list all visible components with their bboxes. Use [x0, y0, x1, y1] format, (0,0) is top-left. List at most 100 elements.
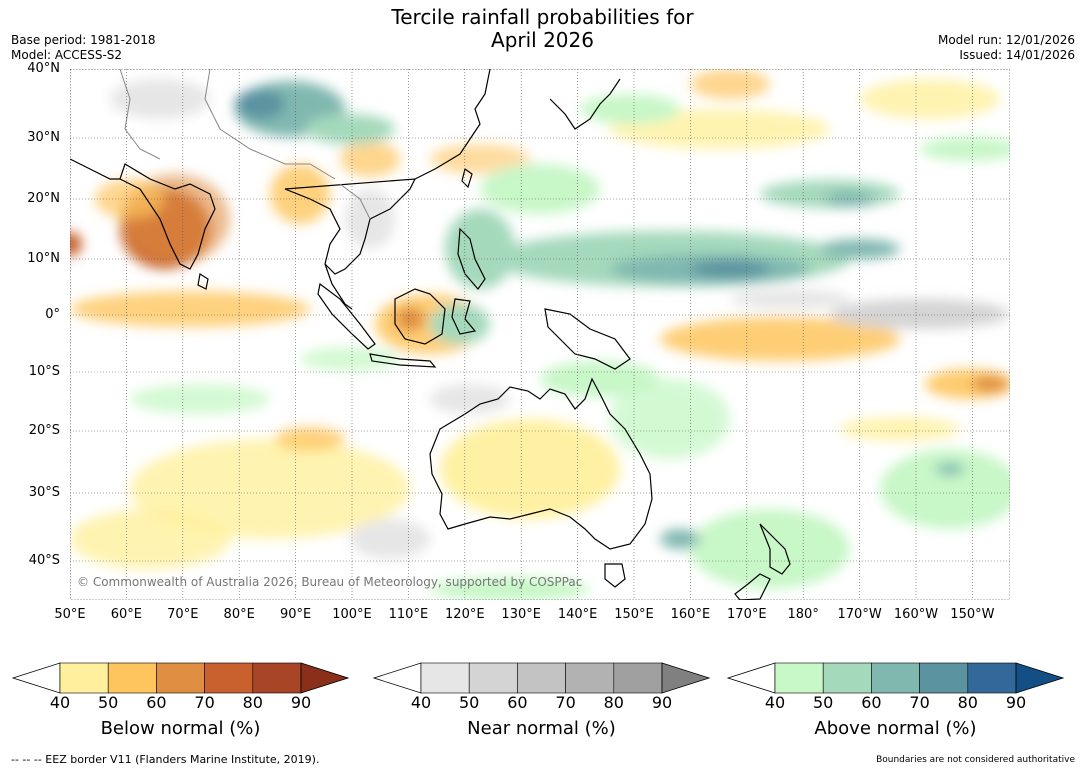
above-normal-area: [580, 94, 680, 124]
arabia-coastline: [70, 158, 120, 180]
colorbar-segment: [468, 662, 518, 694]
longitude-label: 170°E: [727, 607, 767, 622]
probability-fields: [70, 69, 1010, 600]
colorbar-segment: [822, 662, 872, 694]
above-normal-area: [540, 361, 660, 397]
colorbar-tick-label: 60: [146, 693, 167, 712]
above-normal-area: [430, 577, 590, 600]
latitude-label: 20°N: [27, 191, 60, 206]
above-normal-area: [760, 180, 900, 208]
colorbar-segment: [107, 662, 157, 694]
longitude-label: 140°E: [557, 607, 598, 622]
sri-lanka-coastline: [197, 273, 209, 290]
longitude-label: 150°W: [950, 607, 995, 622]
below-normal-area: [70, 232, 82, 256]
colorbar-segment: [565, 662, 615, 694]
above-normal-area: [300, 347, 400, 371]
above-normal-area: [610, 379, 730, 459]
below-normal-area: [660, 317, 900, 361]
latitude-label: 20°S: [28, 423, 60, 438]
java-coastline: [369, 353, 437, 368]
taiwan-coastline: [461, 167, 473, 189]
colorbar-segment: [252, 662, 302, 694]
below-normal-area: [440, 419, 620, 519]
below-normal-area: [972, 376, 1008, 392]
indochina-coastline: [284, 178, 417, 275]
below-normal-area: [395, 307, 425, 331]
longitude-label: 160°W: [893, 607, 939, 622]
border-line: [119, 69, 161, 160]
near-normal-area: [430, 384, 510, 414]
colorbar-tick-label: 50: [813, 693, 834, 712]
colorbar-segment: [774, 662, 824, 694]
longitude-label: 180°: [787, 607, 819, 622]
latitude-label: 30°N: [27, 130, 60, 145]
map-frame: [70, 69, 1010, 600]
colorbar-max-extension: [661, 662, 710, 694]
longitude-label: 90°E: [279, 607, 312, 622]
colorbar-min-extension: [727, 662, 776, 694]
boundaries-disclaimer: Boundaries are not considered authoritat…: [876, 755, 1075, 765]
above-normal-area: [130, 384, 270, 414]
new-guinea-coastline: [544, 308, 631, 370]
above-normal-area: [820, 239, 900, 259]
colorbar-segment: [204, 662, 254, 694]
colorbar: [12, 662, 349, 694]
longitude-label: 60°E: [110, 607, 143, 622]
longitude-label: 120°E: [445, 607, 485, 622]
longitude-label: 150°E: [614, 607, 654, 622]
longitude-label: 160°E: [670, 607, 711, 622]
below-normal-area: [70, 291, 310, 327]
new-zealand-north-coastline: [759, 523, 791, 575]
above-normal-area: [235, 89, 285, 119]
longitude-label: 80°E: [223, 607, 255, 622]
colorbar-max-extension: [1015, 662, 1064, 694]
colorbar-tick-label: 50: [98, 693, 119, 712]
colorbar-segment: [59, 662, 109, 694]
australia-coastline: [429, 377, 653, 550]
philippines-coastline: [457, 227, 486, 290]
longitude-label: 50°E: [54, 607, 86, 622]
model-name: Model: ACCESS-S2: [11, 48, 123, 62]
eez-border-note: -- -- -- EEZ border V11 (Flanders Marine…: [11, 753, 320, 766]
map-title-line2: April 2026: [491, 28, 594, 52]
near-normal-area: [350, 519, 430, 559]
rainfall-probability-map: [70, 69, 1010, 600]
above-normal-area: [920, 137, 1010, 161]
colorbar-segment: [967, 662, 1017, 694]
colorbar-tick-label: 40: [410, 693, 432, 712]
sulawesi-coastline: [451, 298, 477, 335]
near-normal-area: [730, 289, 850, 309]
tasmania-coastline: [604, 563, 626, 588]
longitude-label: 70°E: [167, 607, 199, 622]
colorbar-min-extension: [373, 662, 422, 694]
colorbar-tick-label: 60: [861, 693, 882, 712]
below-normal-area: [275, 427, 345, 451]
longitude-label: 110°E: [388, 607, 429, 622]
map-gridlines: [70, 69, 1010, 600]
colorbar-title: Above normal (%): [814, 718, 977, 739]
above-normal-area: [880, 449, 1010, 529]
base-period: Base period: 1981-2018: [11, 33, 156, 47]
above-normal-area: [305, 114, 395, 144]
latitude-label: 40°S: [28, 553, 60, 568]
near-normal-area: [110, 79, 210, 119]
colorbar-tick-label: 80: [242, 693, 263, 712]
above-normal-area: [430, 304, 490, 344]
longitude-label: 100°E: [332, 607, 372, 622]
copyright-notice: © Commonwealth of Australia 2026, Bureau…: [77, 575, 583, 589]
colorbar-segment: [919, 662, 969, 694]
colorbar-min-extension: [12, 662, 61, 694]
latitude-label: 10°N: [27, 251, 60, 266]
colorbar-segment: [517, 662, 566, 694]
below-normal-area: [430, 144, 530, 174]
colorbar-tick-label: 80: [603, 693, 624, 712]
colorbar-tick-label: 90: [1005, 693, 1027, 712]
colorbar-tick-label: 90: [651, 693, 673, 712]
model-run: Model run: 12/01/2026: [937, 33, 1075, 47]
below-normal-area: [130, 439, 410, 539]
colorbar: [373, 662, 710, 694]
japan-coastline: [549, 78, 621, 130]
latitude-label: 10°S: [28, 364, 60, 379]
coastlines: [70, 69, 791, 600]
